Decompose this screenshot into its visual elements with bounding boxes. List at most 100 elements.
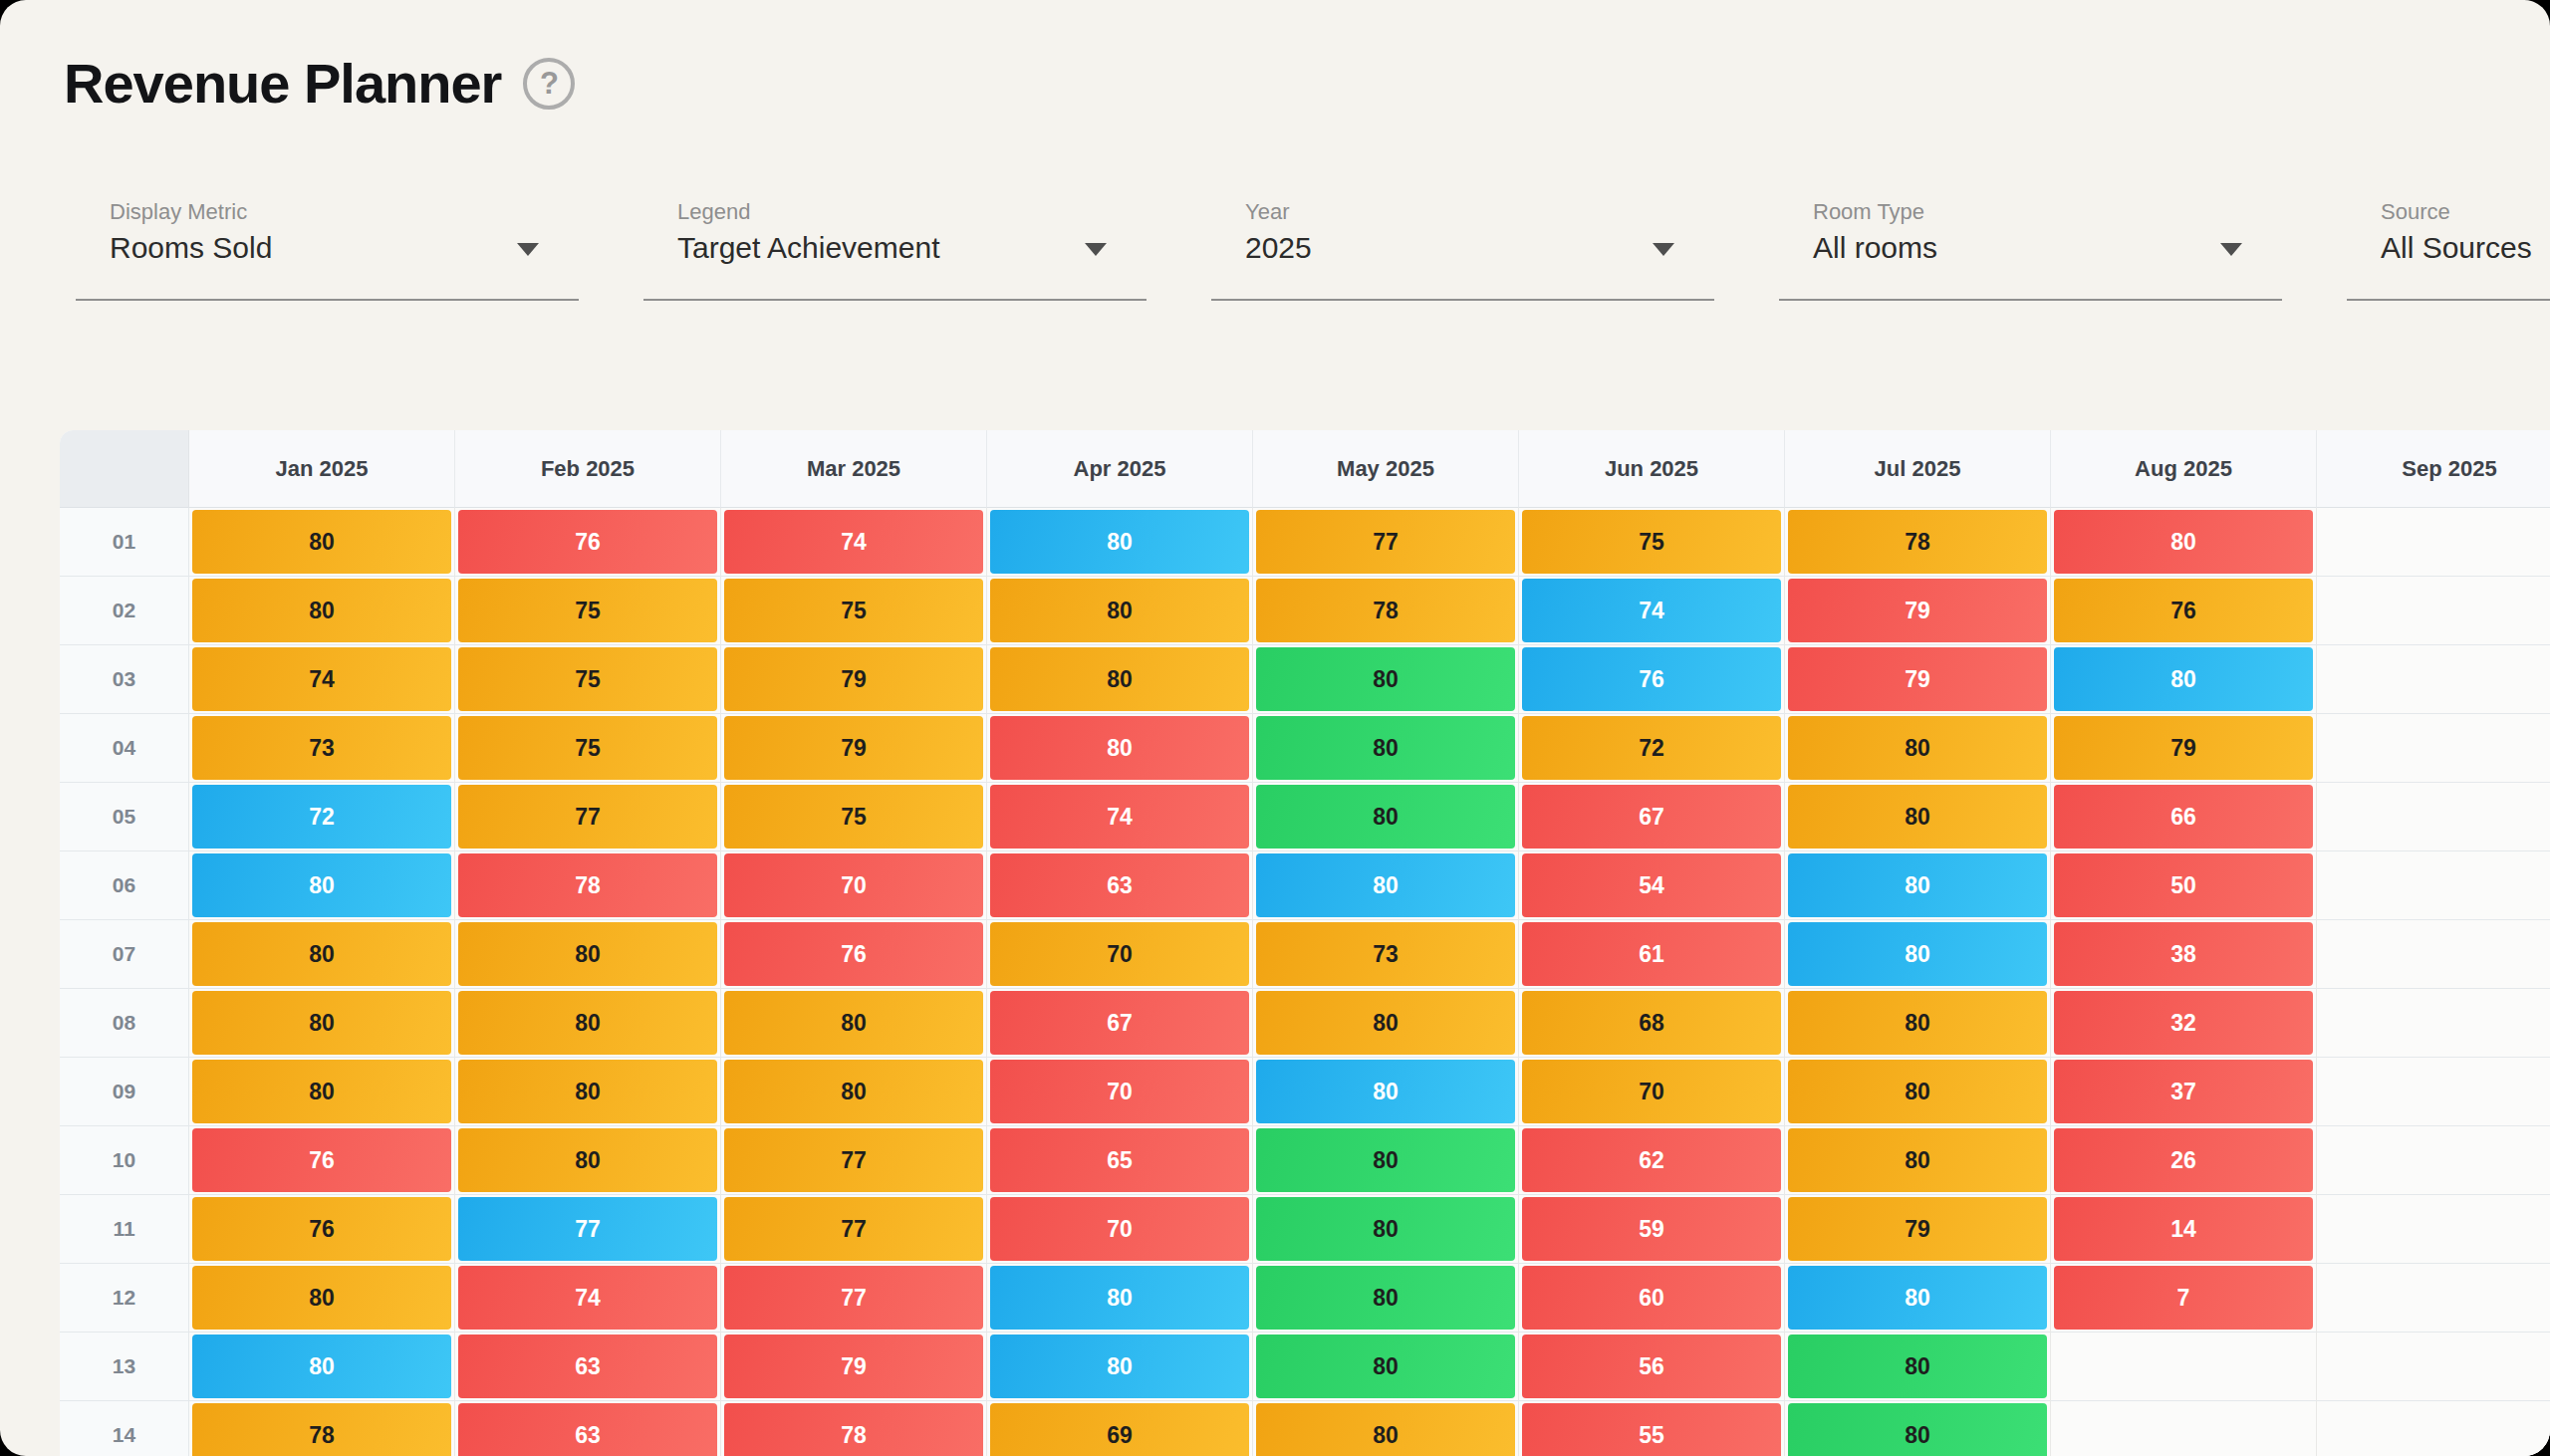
heatmap-cell-apr-07[interactable]: 70: [990, 922, 1249, 986]
heatmap-cell-feb-08[interactable]: 80: [458, 991, 717, 1055]
heatmap-cell-apr-06[interactable]: 63: [990, 853, 1249, 917]
heatmap-cell-aug-06[interactable]: 50: [2054, 853, 2313, 917]
heatmap-cell-jan-03[interactable]: 74: [192, 647, 451, 711]
heatmap-cell-jun-03[interactable]: 76: [1522, 647, 1781, 711]
heatmap-cell-aug-10[interactable]: 26: [2054, 1128, 2313, 1192]
heatmap-cell-may-12[interactable]: 80: [1256, 1266, 1515, 1330]
heatmap-cell-mar-13[interactable]: 79: [724, 1335, 983, 1398]
heatmap-cell-may-03[interactable]: 80: [1256, 647, 1515, 711]
heatmap-cell-jul-01[interactable]: 78: [1788, 510, 2047, 574]
heatmap-cell-may-10[interactable]: 80: [1256, 1128, 1515, 1192]
heatmap-cell-jul-09[interactable]: 80: [1788, 1060, 2047, 1123]
heatmap-cell-mar-01[interactable]: 74: [724, 510, 983, 574]
heatmap-cell-may-09[interactable]: 80: [1256, 1060, 1515, 1123]
heatmap-cell-jun-01[interactable]: 75: [1522, 510, 1781, 574]
source-select[interactable]: Source All Sources: [2347, 195, 2550, 301]
heatmap-cell-jan-10[interactable]: 76: [192, 1128, 451, 1192]
heatmap-cell-jul-03[interactable]: 79: [1788, 647, 2047, 711]
heatmap-cell-apr-05[interactable]: 74: [990, 785, 1249, 849]
heatmap-cell-feb-07[interactable]: 80: [458, 922, 717, 986]
heatmap-cell-aug-08[interactable]: 32: [2054, 991, 2313, 1055]
heatmap-cell-jul-14[interactable]: 80: [1788, 1403, 2047, 1456]
heatmap-cell-apr-03[interactable]: 80: [990, 647, 1249, 711]
heatmap-cell-apr-08[interactable]: 67: [990, 991, 1249, 1055]
heatmap-cell-may-14[interactable]: 80: [1256, 1403, 1515, 1456]
heatmap-cell-feb-09[interactable]: 80: [458, 1060, 717, 1123]
heatmap-cell-jan-11[interactable]: 76: [192, 1197, 451, 1261]
heatmap-cell-apr-12[interactable]: 80: [990, 1266, 1249, 1330]
heatmap-cell-may-05[interactable]: 80: [1256, 785, 1515, 849]
heatmap-cell-may-07[interactable]: 73: [1256, 922, 1515, 986]
heatmap-cell-apr-13[interactable]: 80: [990, 1335, 1249, 1398]
heatmap-cell-jun-07[interactable]: 61: [1522, 922, 1781, 986]
heatmap-cell-jun-05[interactable]: 67: [1522, 785, 1781, 849]
heatmap-cell-feb-11[interactable]: 77: [458, 1197, 717, 1261]
heatmap-cell-feb-03[interactable]: 75: [458, 647, 717, 711]
heatmap-cell-aug-09[interactable]: 37: [2054, 1060, 2313, 1123]
heatmap-cell-jul-11[interactable]: 79: [1788, 1197, 2047, 1261]
heatmap-cell-aug-11[interactable]: 14: [2054, 1197, 2313, 1261]
heatmap-cell-feb-06[interactable]: 78: [458, 853, 717, 917]
heatmap-cell-feb-14[interactable]: 63: [458, 1403, 717, 1456]
heatmap-cell-aug-01[interactable]: 80: [2054, 510, 2313, 574]
room-type-select[interactable]: Room Type All rooms: [1779, 195, 2282, 301]
heatmap-cell-jun-02[interactable]: 74: [1522, 579, 1781, 642]
display-metric-select[interactable]: Display Metric Rooms Sold: [76, 195, 579, 301]
heatmap-cell-jun-08[interactable]: 68: [1522, 991, 1781, 1055]
help-icon[interactable]: ?: [523, 58, 575, 110]
heatmap-cell-jul-08[interactable]: 80: [1788, 991, 2047, 1055]
heatmap-cell-jul-13[interactable]: 80: [1788, 1335, 2047, 1398]
heatmap-cell-jan-09[interactable]: 80: [192, 1060, 451, 1123]
heatmap-cell-feb-01[interactable]: 76: [458, 510, 717, 574]
heatmap-cell-jun-12[interactable]: 60: [1522, 1266, 1781, 1330]
heatmap-cell-may-13[interactable]: 80: [1256, 1335, 1515, 1398]
heatmap-cell-jan-05[interactable]: 72: [192, 785, 451, 849]
legend-select[interactable]: Legend Target Achievement: [643, 195, 1147, 301]
heatmap-cell-feb-04[interactable]: 75: [458, 716, 717, 780]
heatmap-cell-jan-12[interactable]: 80: [192, 1266, 451, 1330]
heatmap-cell-jul-12[interactable]: 80: [1788, 1266, 2047, 1330]
heatmap-cell-feb-05[interactable]: 77: [458, 785, 717, 849]
heatmap-cell-jan-08[interactable]: 80: [192, 991, 451, 1055]
heatmap-cell-jan-06[interactable]: 80: [192, 853, 451, 917]
heatmap-cell-apr-04[interactable]: 80: [990, 716, 1249, 780]
heatmap-cell-aug-04[interactable]: 79: [2054, 716, 2313, 780]
heatmap-cell-jul-05[interactable]: 80: [1788, 785, 2047, 849]
heatmap-cell-jun-13[interactable]: 56: [1522, 1335, 1781, 1398]
heatmap-cell-mar-05[interactable]: 75: [724, 785, 983, 849]
heatmap-cell-mar-02[interactable]: 75: [724, 579, 983, 642]
heatmap-cell-jun-09[interactable]: 70: [1522, 1060, 1781, 1123]
heatmap-cell-jul-10[interactable]: 80: [1788, 1128, 2047, 1192]
heatmap-cell-apr-09[interactable]: 70: [990, 1060, 1249, 1123]
heatmap-cell-mar-12[interactable]: 77: [724, 1266, 983, 1330]
heatmap-cell-apr-14[interactable]: 69: [990, 1403, 1249, 1456]
heatmap-cell-mar-04[interactable]: 79: [724, 716, 983, 780]
heatmap-cell-jan-01[interactable]: 80: [192, 510, 451, 574]
heatmap-cell-jan-04[interactable]: 73: [192, 716, 451, 780]
heatmap-cell-may-11[interactable]: 80: [1256, 1197, 1515, 1261]
year-select[interactable]: Year 2025: [1211, 195, 1714, 301]
heatmap-cell-jul-06[interactable]: 80: [1788, 853, 2047, 917]
heatmap-cell-mar-10[interactable]: 77: [724, 1128, 983, 1192]
heatmap-cell-jun-11[interactable]: 59: [1522, 1197, 1781, 1261]
heatmap-cell-feb-10[interactable]: 80: [458, 1128, 717, 1192]
heatmap-cell-mar-07[interactable]: 76: [724, 922, 983, 986]
heatmap-cell-jun-06[interactable]: 54: [1522, 853, 1781, 917]
heatmap-cell-jan-14[interactable]: 78: [192, 1403, 451, 1456]
heatmap-cell-jul-02[interactable]: 79: [1788, 579, 2047, 642]
heatmap-cell-feb-02[interactable]: 75: [458, 579, 717, 642]
heatmap-cell-apr-10[interactable]: 65: [990, 1128, 1249, 1192]
heatmap-cell-mar-06[interactable]: 70: [724, 853, 983, 917]
heatmap-cell-aug-03[interactable]: 80: [2054, 647, 2313, 711]
heatmap-cell-may-06[interactable]: 80: [1256, 853, 1515, 917]
heatmap-cell-apr-02[interactable]: 80: [990, 579, 1249, 642]
heatmap-cell-jan-13[interactable]: 80: [192, 1335, 451, 1398]
heatmap-cell-may-02[interactable]: 78: [1256, 579, 1515, 642]
heatmap-cell-feb-12[interactable]: 74: [458, 1266, 717, 1330]
heatmap-cell-jun-14[interactable]: 55: [1522, 1403, 1781, 1456]
heatmap-cell-feb-13[interactable]: 63: [458, 1335, 717, 1398]
heatmap-cell-mar-09[interactable]: 80: [724, 1060, 983, 1123]
heatmap-cell-apr-01[interactable]: 80: [990, 510, 1249, 574]
heatmap-cell-jan-07[interactable]: 80: [192, 922, 451, 986]
heatmap-cell-jun-04[interactable]: 72: [1522, 716, 1781, 780]
